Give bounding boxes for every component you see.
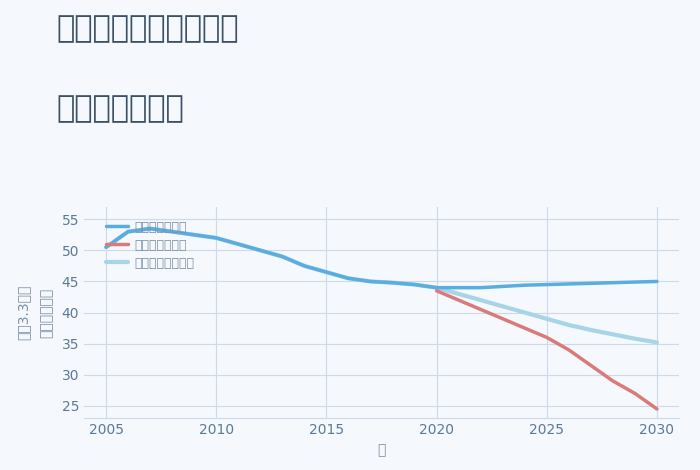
バッドシナリオ bbox=[498, 316, 507, 321]
バッドシナリオ bbox=[609, 378, 617, 384]
ノーマルシナリオ bbox=[389, 280, 397, 285]
バッドシナリオ bbox=[587, 363, 595, 368]
グッドシナリオ bbox=[212, 235, 220, 241]
ノーマルシナリオ bbox=[212, 235, 220, 241]
Text: 土地の価格推移: 土地の価格推移 bbox=[56, 94, 183, 123]
グッドシナリオ bbox=[278, 254, 286, 259]
ノーマルシナリオ bbox=[565, 322, 573, 328]
ノーマルシナリオ bbox=[454, 291, 463, 297]
バッドシナリオ bbox=[565, 347, 573, 352]
グッドシナリオ bbox=[410, 282, 419, 287]
グッドシナリオ bbox=[300, 263, 309, 269]
ノーマルシナリオ bbox=[124, 229, 132, 235]
グッドシナリオ bbox=[498, 283, 507, 289]
ノーマルシナリオ bbox=[190, 232, 198, 238]
ノーマルシナリオ bbox=[168, 229, 176, 235]
ノーマルシナリオ bbox=[146, 226, 154, 231]
Y-axis label: 坪（3.3㎡）
単価（万円）: 坪（3.3㎡） 単価（万円） bbox=[17, 285, 53, 340]
ノーマルシナリオ bbox=[234, 241, 242, 247]
グッドシナリオ bbox=[631, 279, 639, 285]
ノーマルシナリオ bbox=[278, 254, 286, 259]
グッドシナリオ bbox=[256, 248, 265, 253]
グッドシナリオ bbox=[565, 281, 573, 287]
グッドシナリオ bbox=[344, 275, 353, 281]
ノーマルシナリオ bbox=[609, 331, 617, 337]
バッドシナリオ bbox=[631, 391, 639, 396]
バッドシナリオ bbox=[433, 288, 441, 294]
グッドシナリオ bbox=[389, 280, 397, 285]
ノーマルシナリオ bbox=[653, 340, 662, 345]
バッドシナリオ bbox=[542, 335, 551, 340]
Line: グッドシナリオ: グッドシナリオ bbox=[106, 228, 657, 288]
ノーマルシナリオ bbox=[542, 316, 551, 321]
バッドシナリオ bbox=[477, 306, 485, 312]
ノーマルシナリオ bbox=[300, 263, 309, 269]
グッドシナリオ bbox=[587, 281, 595, 286]
グッドシナリオ bbox=[366, 279, 375, 284]
Legend: グッドシナリオ, バッドシナリオ, ノーマルシナリオ: グッドシナリオ, バッドシナリオ, ノーマルシナリオ bbox=[102, 217, 198, 274]
ノーマルシナリオ bbox=[344, 275, 353, 281]
グッドシナリオ bbox=[433, 285, 441, 290]
ノーマルシナリオ bbox=[410, 282, 419, 287]
グッドシナリオ bbox=[190, 232, 198, 238]
グッドシナリオ bbox=[322, 269, 330, 275]
X-axis label: 年: 年 bbox=[377, 443, 386, 457]
グッドシナリオ bbox=[102, 244, 110, 250]
ノーマルシナリオ bbox=[433, 285, 441, 290]
Text: 兵庫県姫路市鷹匠町の: 兵庫県姫路市鷹匠町の bbox=[56, 14, 239, 43]
ノーマルシナリオ bbox=[521, 310, 529, 315]
グッドシナリオ bbox=[542, 282, 551, 287]
ノーマルシナリオ bbox=[366, 279, 375, 284]
バッドシナリオ bbox=[521, 325, 529, 331]
グッドシナリオ bbox=[168, 229, 176, 235]
ノーマルシナリオ bbox=[587, 327, 595, 333]
グッドシナリオ bbox=[454, 285, 463, 290]
ノーマルシナリオ bbox=[498, 304, 507, 309]
バッドシナリオ bbox=[653, 406, 662, 412]
グッドシナリオ bbox=[124, 229, 132, 235]
ノーマルシナリオ bbox=[477, 298, 485, 303]
グッドシナリオ bbox=[653, 279, 662, 284]
グッドシナリオ bbox=[521, 282, 529, 288]
Line: バッドシナリオ: バッドシナリオ bbox=[437, 291, 657, 409]
グッドシナリオ bbox=[146, 226, 154, 231]
ノーマルシナリオ bbox=[631, 336, 639, 342]
バッドシナリオ bbox=[454, 298, 463, 303]
グッドシナリオ bbox=[609, 280, 617, 285]
ノーマルシナリオ bbox=[322, 269, 330, 275]
Line: ノーマルシナリオ: ノーマルシナリオ bbox=[106, 228, 657, 343]
グッドシナリオ bbox=[234, 241, 242, 247]
ノーマルシナリオ bbox=[102, 244, 110, 250]
ノーマルシナリオ bbox=[256, 248, 265, 253]
グッドシナリオ bbox=[477, 285, 485, 290]
